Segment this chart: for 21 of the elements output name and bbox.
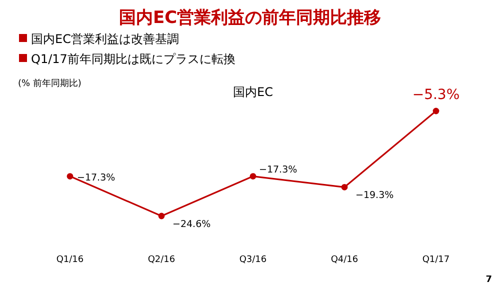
chart-subtitle: 国内EC xyxy=(233,85,273,99)
text: 国内EC営業利益は改善基調 xyxy=(31,32,179,46)
x-tick-label: Q1/16 xyxy=(56,255,84,265)
point xyxy=(66,173,74,180)
text: 7 xyxy=(486,275,492,285)
data-label: −5.3% xyxy=(412,87,460,103)
data-label: −19.3% xyxy=(356,190,394,202)
x-tick-label: Q3/16 xyxy=(239,255,267,265)
point xyxy=(158,212,165,220)
text: Q1/17前年同期比は既にプラスに転換 xyxy=(31,52,236,66)
data-label: −17.3% xyxy=(259,164,298,176)
data-label: −24.6% xyxy=(172,219,211,230)
x-tick-label: Q1/17 xyxy=(422,255,450,265)
point xyxy=(341,184,348,190)
x-tick-label: Q2/16 xyxy=(148,255,176,265)
y-axis-title: (% 前年同期比) xyxy=(18,78,82,89)
data-label: −17.3% xyxy=(77,172,116,184)
chart-title: 国内EC営業利益の前年同期比推移 xyxy=(118,8,382,28)
point xyxy=(432,108,440,114)
point xyxy=(250,173,256,180)
x-tick-label: Q4/16 xyxy=(330,255,358,265)
